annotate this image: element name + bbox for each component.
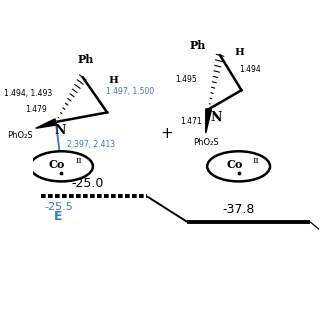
Text: -25.0: -25.0 — [71, 177, 103, 190]
Text: E: E — [54, 210, 63, 223]
Polygon shape — [36, 119, 57, 128]
Text: II: II — [252, 156, 259, 164]
Text: II: II — [75, 156, 82, 164]
Text: 1.494: 1.494 — [239, 65, 261, 74]
Text: N: N — [54, 124, 66, 137]
Text: H: H — [234, 48, 244, 57]
Text: PhO₂S: PhO₂S — [193, 138, 219, 147]
Text: 1.479: 1.479 — [25, 105, 47, 114]
Text: 1.494, 1.493: 1.494, 1.493 — [4, 89, 52, 98]
Ellipse shape — [207, 151, 270, 181]
Text: -37.8: -37.8 — [222, 203, 255, 215]
Text: Ph: Ph — [77, 54, 94, 65]
Text: 1.495: 1.495 — [175, 75, 197, 84]
Text: H: H — [108, 76, 118, 85]
Text: Ph: Ph — [189, 40, 206, 51]
Text: PhO₂S: PhO₂S — [7, 132, 33, 140]
Polygon shape — [206, 109, 212, 133]
Text: 1.497, 1.500: 1.497, 1.500 — [107, 87, 155, 96]
Text: 1.471: 1.471 — [180, 117, 202, 126]
Text: -25.5: -25.5 — [44, 202, 73, 212]
Text: N: N — [210, 111, 221, 124]
Text: +: + — [161, 125, 173, 140]
Ellipse shape — [30, 151, 93, 181]
Text: Co: Co — [49, 159, 65, 170]
Text: Co: Co — [226, 159, 243, 170]
Text: 2.397, 2.413: 2.397, 2.413 — [67, 140, 115, 148]
